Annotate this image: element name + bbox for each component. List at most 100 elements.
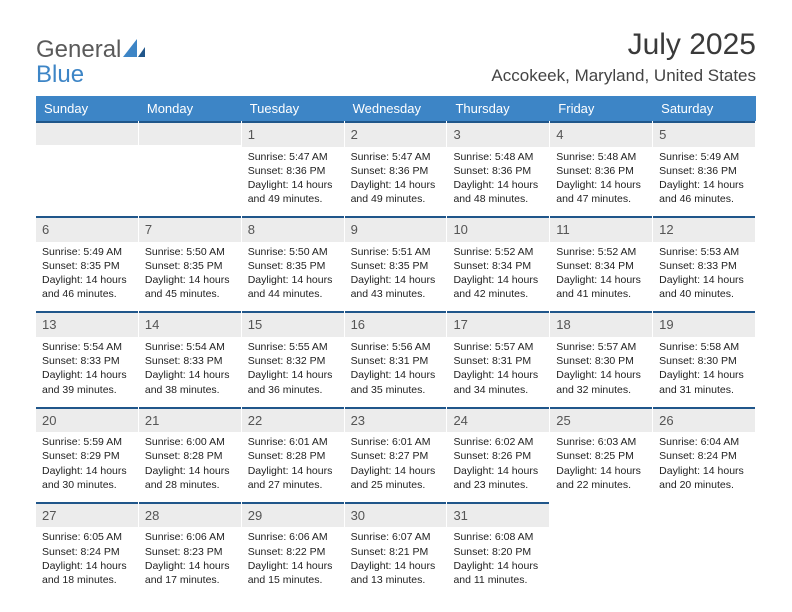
calendar-day: 17Sunrise: 5:57 AMSunset: 8:31 PMDayligh… (447, 311, 550, 406)
day-content: Sunrise: 5:55 AMSunset: 8:32 PMDaylight:… (242, 337, 344, 407)
day-number: 2 (345, 121, 447, 147)
sunrise-text: Sunrise: 6:06 AM (145, 530, 235, 544)
day-content: Sunrise: 6:01 AMSunset: 8:27 PMDaylight:… (345, 432, 447, 502)
day-number: 8 (242, 216, 344, 242)
day-content (653, 526, 755, 539)
sunset-text: Sunset: 8:36 PM (556, 164, 646, 178)
sunset-text: Sunset: 8:28 PM (145, 449, 235, 463)
weekday-wednesday: Wednesday (345, 96, 448, 121)
sunrise-text: Sunrise: 5:52 AM (453, 245, 543, 259)
daylight-text: Daylight: 14 hours and 44 minutes. (248, 273, 338, 301)
weekday-monday: Monday (139, 96, 242, 121)
sunrise-text: Sunrise: 5:51 AM (351, 245, 441, 259)
day-content: Sunrise: 5:50 AMSunset: 8:35 PMDaylight:… (242, 242, 344, 312)
calendar-day: 8Sunrise: 5:50 AMSunset: 8:35 PMDaylight… (242, 216, 345, 311)
day-number: 15 (242, 311, 344, 337)
sunset-text: Sunset: 8:21 PM (351, 545, 441, 559)
calendar-day: 22Sunrise: 6:01 AMSunset: 8:28 PMDayligh… (242, 407, 345, 502)
day-content: Sunrise: 5:47 AMSunset: 8:36 PMDaylight:… (345, 147, 447, 217)
brand-logo: General Blue (36, 30, 145, 86)
day-content (550, 526, 652, 539)
day-number: 1 (242, 121, 344, 147)
daylight-text: Daylight: 14 hours and 47 minutes. (556, 178, 646, 206)
sunset-text: Sunset: 8:33 PM (42, 354, 132, 368)
day-number (550, 502, 652, 526)
daylight-text: Daylight: 14 hours and 39 minutes. (42, 368, 132, 396)
day-number: 10 (447, 216, 549, 242)
sunset-text: Sunset: 8:33 PM (145, 354, 235, 368)
day-number: 19 (653, 311, 755, 337)
weekday-sunday: Sunday (36, 96, 139, 121)
sunset-text: Sunset: 8:35 PM (351, 259, 441, 273)
day-number (36, 121, 138, 145)
title-block: July 2025 Accokeek, Maryland, United Sta… (491, 28, 756, 86)
sunset-text: Sunset: 8:35 PM (248, 259, 338, 273)
calendar-day: 29Sunrise: 6:06 AMSunset: 8:22 PMDayligh… (242, 502, 345, 597)
calendar-day-empty (550, 502, 653, 597)
sunrise-text: Sunrise: 6:06 AM (248, 530, 338, 544)
sunset-text: Sunset: 8:22 PM (248, 545, 338, 559)
day-number: 23 (345, 407, 447, 433)
sunrise-text: Sunrise: 5:50 AM (145, 245, 235, 259)
day-content: Sunrise: 5:51 AMSunset: 8:35 PMDaylight:… (345, 242, 447, 312)
day-content: Sunrise: 5:54 AMSunset: 8:33 PMDaylight:… (36, 337, 138, 407)
daylight-text: Daylight: 14 hours and 48 minutes. (453, 178, 543, 206)
sunset-text: Sunset: 8:30 PM (556, 354, 646, 368)
sunset-text: Sunset: 8:35 PM (145, 259, 235, 273)
calendar-week: 1Sunrise: 5:47 AMSunset: 8:36 PMDaylight… (36, 121, 756, 216)
calendar-week: 6Sunrise: 5:49 AMSunset: 8:35 PMDaylight… (36, 216, 756, 311)
day-content: Sunrise: 6:03 AMSunset: 8:25 PMDaylight:… (550, 432, 652, 502)
day-content: Sunrise: 6:06 AMSunset: 8:22 PMDaylight:… (242, 527, 344, 597)
daylight-text: Daylight: 14 hours and 25 minutes. (351, 464, 441, 492)
calendar-day: 6Sunrise: 5:49 AMSunset: 8:35 PMDaylight… (36, 216, 139, 311)
day-number (653, 502, 755, 526)
calendar-day: 12Sunrise: 5:53 AMSunset: 8:33 PMDayligh… (653, 216, 756, 311)
month-title: July 2025 (491, 28, 756, 62)
sunset-text: Sunset: 8:24 PM (659, 449, 749, 463)
day-number (139, 121, 241, 145)
daylight-text: Daylight: 14 hours and 38 minutes. (145, 368, 235, 396)
logo-sail-icon (123, 36, 145, 64)
daylight-text: Daylight: 14 hours and 22 minutes. (556, 464, 646, 492)
sunset-text: Sunset: 8:32 PM (248, 354, 338, 368)
calendar-day: 20Sunrise: 5:59 AMSunset: 8:29 PMDayligh… (36, 407, 139, 502)
daylight-text: Daylight: 14 hours and 46 minutes. (659, 178, 749, 206)
day-content: Sunrise: 5:54 AMSunset: 8:33 PMDaylight:… (139, 337, 241, 407)
day-number: 12 (653, 216, 755, 242)
day-content: Sunrise: 5:56 AMSunset: 8:31 PMDaylight:… (345, 337, 447, 407)
sunrise-text: Sunrise: 5:47 AM (351, 150, 441, 164)
sunrise-text: Sunrise: 5:47 AM (248, 150, 338, 164)
calendar-day: 15Sunrise: 5:55 AMSunset: 8:32 PMDayligh… (242, 311, 345, 406)
sunset-text: Sunset: 8:36 PM (659, 164, 749, 178)
daylight-text: Daylight: 14 hours and 17 minutes. (145, 559, 235, 587)
calendar-day-empty (139, 121, 242, 216)
calendar: Sunday Monday Tuesday Wednesday Thursday… (36, 96, 756, 597)
sunrise-text: Sunrise: 5:49 AM (42, 245, 132, 259)
day-content: Sunrise: 6:07 AMSunset: 8:21 PMDaylight:… (345, 527, 447, 597)
calendar-day: 24Sunrise: 6:02 AMSunset: 8:26 PMDayligh… (447, 407, 550, 502)
weekday-saturday: Saturday (653, 96, 756, 121)
day-content: Sunrise: 5:52 AMSunset: 8:34 PMDaylight:… (447, 242, 549, 312)
calendar-day: 23Sunrise: 6:01 AMSunset: 8:27 PMDayligh… (345, 407, 448, 502)
sunrise-text: Sunrise: 5:52 AM (556, 245, 646, 259)
day-content: Sunrise: 6:08 AMSunset: 8:20 PMDaylight:… (447, 527, 549, 597)
day-content: Sunrise: 5:57 AMSunset: 8:30 PMDaylight:… (550, 337, 652, 407)
sunset-text: Sunset: 8:35 PM (42, 259, 132, 273)
sunset-text: Sunset: 8:29 PM (42, 449, 132, 463)
daylight-text: Daylight: 14 hours and 23 minutes. (453, 464, 543, 492)
calendar-day: 16Sunrise: 5:56 AMSunset: 8:31 PMDayligh… (345, 311, 448, 406)
calendar-day: 30Sunrise: 6:07 AMSunset: 8:21 PMDayligh… (345, 502, 448, 597)
daylight-text: Daylight: 14 hours and 11 minutes. (453, 559, 543, 587)
day-number: 14 (139, 311, 241, 337)
day-number: 30 (345, 502, 447, 528)
sunset-text: Sunset: 8:36 PM (351, 164, 441, 178)
sunset-text: Sunset: 8:34 PM (453, 259, 543, 273)
daylight-text: Daylight: 14 hours and 49 minutes. (351, 178, 441, 206)
calendar-day: 28Sunrise: 6:06 AMSunset: 8:23 PMDayligh… (139, 502, 242, 597)
sunset-text: Sunset: 8:31 PM (453, 354, 543, 368)
day-number: 17 (447, 311, 549, 337)
daylight-text: Daylight: 14 hours and 20 minutes. (659, 464, 749, 492)
sunrise-text: Sunrise: 5:50 AM (248, 245, 338, 259)
day-number: 3 (447, 121, 549, 147)
daylight-text: Daylight: 14 hours and 18 minutes. (42, 559, 132, 587)
